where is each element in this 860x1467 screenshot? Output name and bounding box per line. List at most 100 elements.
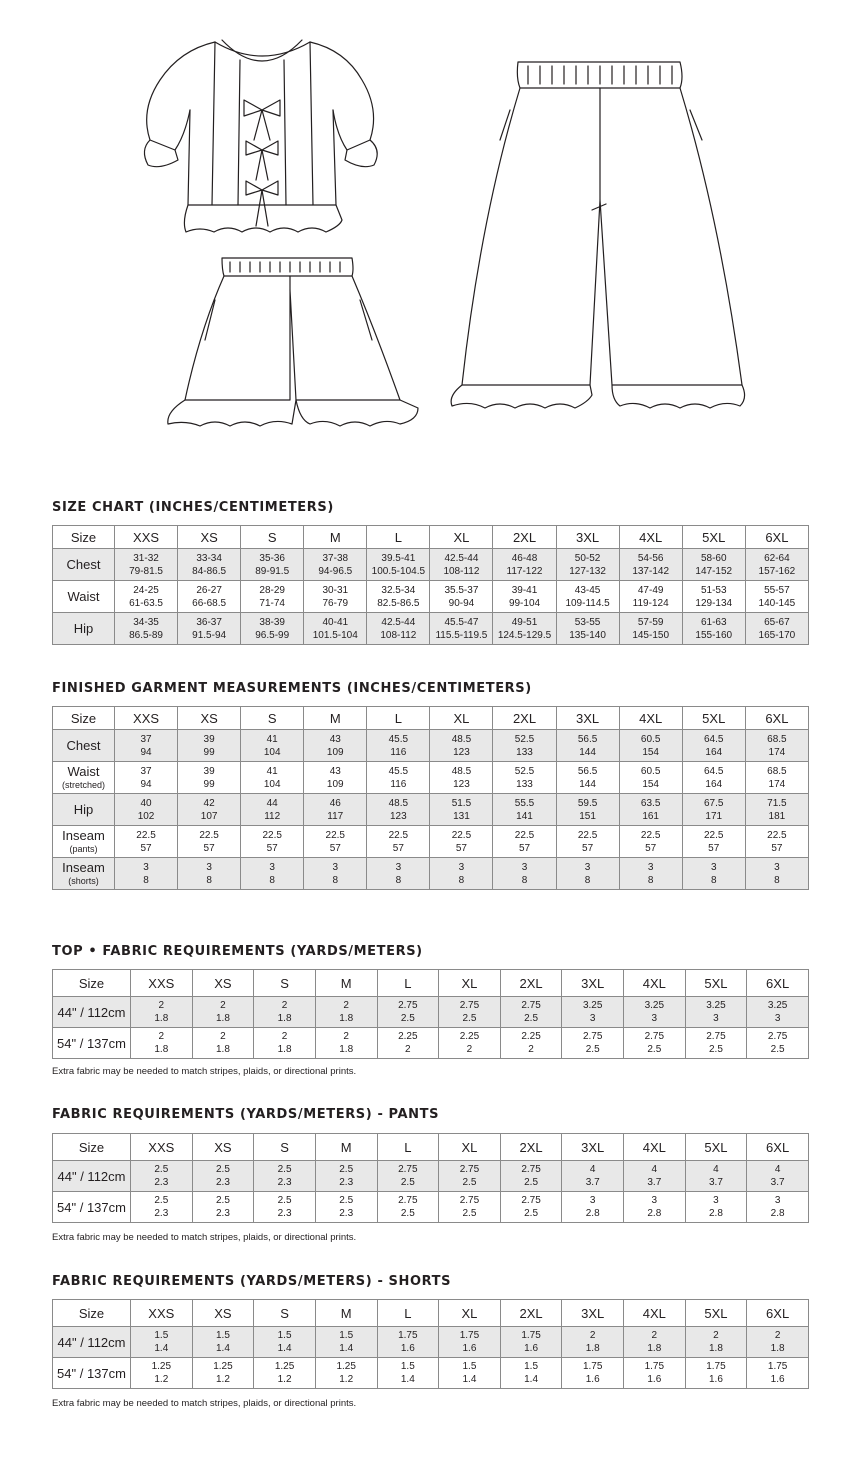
table-cell: 41 104 bbox=[240, 729, 305, 762]
value-metric: 1.6 bbox=[524, 1343, 539, 1354]
row-label: Chest bbox=[52, 548, 115, 581]
value-imperial: 2 bbox=[589, 1330, 596, 1341]
value-metric: 2.5 bbox=[585, 1044, 600, 1055]
size-header-xs: XS bbox=[177, 706, 242, 730]
size-chart-table: Size XXS XS S M L XL 2XL 3XL 4XL 5XL 6XL Chest 31-32 7… bbox=[52, 525, 810, 645]
value-imperial: 3.25 bbox=[706, 1000, 726, 1011]
table-row: Hip 34-35 86.5-89 36-37 91.5-94 38-39 96.5-99 4… bbox=[52, 612, 810, 645]
table-cell: 39-41 99-104 bbox=[492, 580, 557, 613]
value-metric: 2.3 bbox=[339, 1208, 354, 1219]
row-label-text: Inseam bbox=[62, 860, 105, 875]
value-metric: 76-79 bbox=[322, 597, 349, 609]
value-metric: 1.8 bbox=[770, 1343, 785, 1354]
finished-measurements-title: FINISHED GARMENT MEASUREMENTS (INCHES/CE… bbox=[52, 681, 532, 696]
value-imperial: 38-39 bbox=[259, 616, 285, 628]
size-header-xs: XS bbox=[191, 1133, 255, 1161]
value-metric: 127-132 bbox=[569, 565, 606, 577]
table-row: 44" / 112cm 2 1.8 2 1.8 2 1.8 2 1.8 2.75 2.5 2.75 2.… bbox=[52, 996, 809, 1028]
value-imperial: 56.5 bbox=[577, 733, 598, 745]
size-header-xxs: XXS bbox=[130, 1133, 193, 1161]
value-metric: 119-124 bbox=[632, 597, 669, 609]
value-metric: 144 bbox=[579, 746, 596, 758]
value-imperial: 3 bbox=[651, 1195, 658, 1206]
value-imperial: 37 bbox=[140, 765, 152, 777]
value-imperial: 2.25 bbox=[521, 1031, 541, 1042]
value-imperial: 35.5-37 bbox=[444, 584, 479, 596]
value-metric: 144 bbox=[579, 778, 596, 790]
table-row: 54" / 137cm 1.25 1.2 1.25 1.2 1.25 1.2 1.25 1.2 1… bbox=[52, 1357, 809, 1389]
value-imperial: 1.25 bbox=[213, 1361, 233, 1372]
value-imperial: 53-55 bbox=[574, 616, 601, 628]
table-cell: 2.5 2.3 bbox=[314, 1191, 378, 1223]
value-imperial: 41 bbox=[266, 733, 278, 745]
value-metric: 1.8 bbox=[647, 1343, 662, 1354]
table-cell: 60.5 154 bbox=[618, 729, 683, 762]
value-metric: 133 bbox=[516, 778, 533, 790]
value-imperial: 31-32 bbox=[133, 552, 159, 564]
value-imperial: 60.5 bbox=[640, 733, 661, 745]
table-cell: 1.75 1.6 bbox=[561, 1357, 624, 1389]
row-label: 44" / 112cm bbox=[52, 1326, 131, 1358]
value-metric: 57 bbox=[771, 842, 783, 854]
size-header-2xl: 2XL bbox=[499, 1299, 563, 1327]
value-metric: 1.8 bbox=[277, 1044, 292, 1055]
table-cell: 43 109 bbox=[303, 729, 368, 762]
value-imperial: 1.75 bbox=[767, 1361, 788, 1372]
value-imperial: 2 bbox=[158, 1000, 165, 1011]
value-metric: 2.3 bbox=[154, 1208, 169, 1219]
value-metric: 104 bbox=[263, 746, 281, 758]
table-cell: 28-29 71-74 bbox=[240, 580, 305, 613]
value-imperial: 2.75 bbox=[398, 1000, 418, 1011]
value-metric: 8 bbox=[458, 874, 465, 886]
table-cell: 48.5 123 bbox=[429, 761, 494, 794]
table-cell: 33-34 84-86.5 bbox=[177, 548, 242, 581]
value-imperial: 3 bbox=[710, 861, 717, 873]
value-imperial: 2.75 bbox=[644, 1031, 665, 1042]
value-imperial: 63.5 bbox=[640, 797, 661, 809]
table-cell: 3.25 3 bbox=[746, 996, 809, 1028]
shorts-fabric-table: Size XXS XS S M L XL 2XL 3XL 4XL 5XL 6XL 44" / 112cm… bbox=[52, 1299, 809, 1389]
row-label: Chest bbox=[52, 729, 115, 762]
value-metric: 1.2 bbox=[215, 1374, 230, 1385]
value-imperial: 3 bbox=[206, 861, 212, 873]
value-metric: 174 bbox=[768, 778, 786, 790]
value-metric: 1.8 bbox=[708, 1343, 723, 1354]
table-cell: 1.5 1.4 bbox=[438, 1357, 501, 1389]
value-imperial: 65-67 bbox=[764, 616, 790, 628]
value-metric: 100.5-104.5 bbox=[371, 565, 426, 577]
value-imperial: 22.5 bbox=[640, 829, 661, 841]
table-cell: 2.75 2.5 bbox=[499, 1191, 563, 1223]
value-metric: 57 bbox=[455, 842, 467, 854]
value-imperial: 30-31 bbox=[322, 584, 349, 596]
size-header-6xl: 6XL bbox=[746, 969, 809, 997]
table-row: 54" / 137cm 2 1.8 2 1.8 2 1.8 2 1.8 2.25 2 2.25 2 2.2… bbox=[52, 1027, 809, 1059]
value-imperial: 46 bbox=[329, 797, 341, 809]
table-cell: 3 2.8 bbox=[623, 1191, 686, 1223]
size-header-xxs: XXS bbox=[130, 969, 193, 997]
value-imperial: 61-63 bbox=[700, 616, 727, 628]
value-metric: 1.2 bbox=[277, 1374, 292, 1385]
value-metric: 79-81.5 bbox=[129, 565, 163, 577]
size-header-s: S bbox=[253, 969, 316, 997]
row-label: 54" / 137cm bbox=[52, 1191, 131, 1223]
value-imperial: 45.5 bbox=[388, 733, 409, 745]
header-row: Size XXS XS S M L XL 2XL 3XL 4XL 5XL 6XL bbox=[52, 969, 809, 997]
value-metric: 1.6 bbox=[400, 1343, 415, 1354]
value-imperial: 22.5 bbox=[388, 829, 409, 841]
size-header-4xl: 4XL bbox=[618, 706, 683, 730]
size-header-3xl: 3XL bbox=[555, 525, 620, 549]
value-imperial: 22.5 bbox=[451, 829, 472, 841]
value-metric: 2 bbox=[466, 1044, 473, 1055]
value-metric: 8 bbox=[395, 874, 402, 886]
size-header-2xl: 2XL bbox=[492, 525, 557, 549]
table-cell: 2.75 2.5 bbox=[684, 1027, 748, 1059]
value-metric: 94 bbox=[140, 778, 152, 790]
table-row: Inseam (shorts) 3 8 3 8 3 8 3 8 3 8 3 8 3 8 3 8 3 8 3 8 3 8 bbox=[52, 857, 810, 890]
value-metric: 3.7 bbox=[708, 1177, 723, 1188]
value-metric: 2.8 bbox=[770, 1208, 785, 1219]
value-metric: 133 bbox=[516, 746, 533, 758]
